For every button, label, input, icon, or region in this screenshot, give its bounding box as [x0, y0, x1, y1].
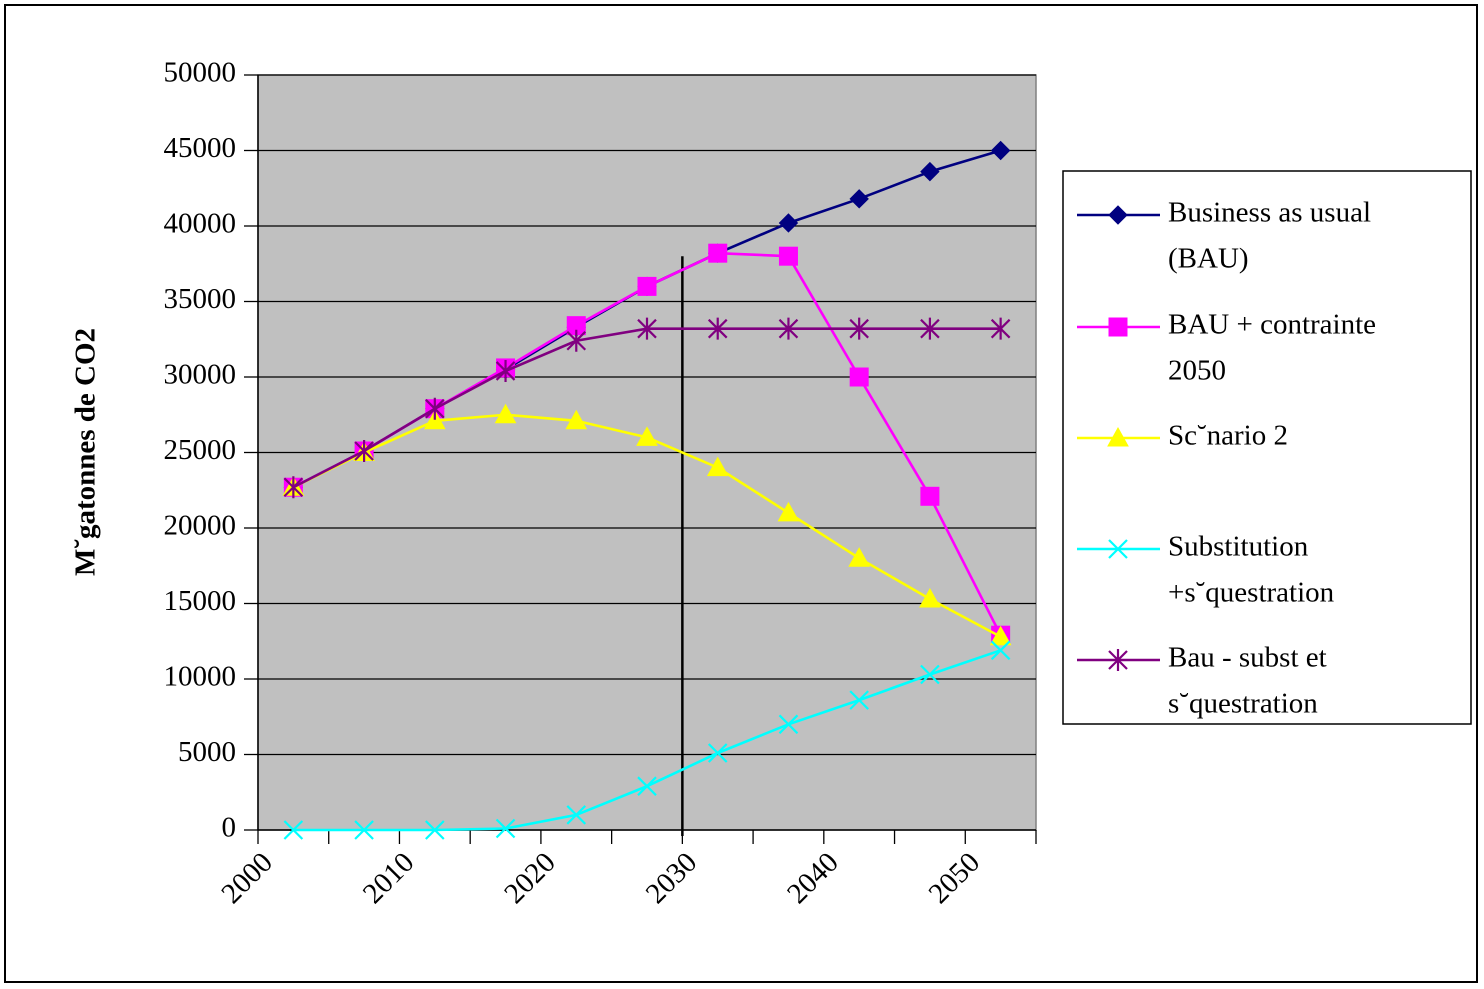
- x-tick-label: 2020: [498, 846, 562, 910]
- data-point: [283, 820, 304, 840]
- data-point: [636, 426, 658, 446]
- data-point: [495, 818, 516, 839]
- data-point: [283, 476, 304, 499]
- data-point: [989, 625, 1012, 646]
- y-tick-label: 50000: [164, 57, 237, 89]
- legend-label: Sc˘nario 2: [1168, 420, 1288, 452]
- data-point: [707, 317, 728, 340]
- series-4: [283, 640, 1011, 840]
- series-group: [282, 140, 1012, 840]
- legend-swatch-marker: [1108, 317, 1128, 337]
- x-tick-label: 2050: [923, 846, 987, 910]
- data-point: [708, 243, 728, 263]
- legend-box: [1062, 170, 1472, 725]
- legend-swatch-marker: [1107, 426, 1129, 447]
- y-tick-label: 15000: [164, 585, 237, 617]
- data-point: [777, 501, 800, 522]
- legend-item: Substitution +s˘questration: [1077, 531, 1335, 609]
- data-point: [707, 743, 728, 763]
- x-tick-label: 2010: [357, 846, 421, 910]
- data-point: [849, 189, 869, 209]
- data-point: [706, 456, 729, 477]
- y-tick-label: 45000: [164, 132, 237, 164]
- y-axis-label: M˘gatonnes de CO2: [70, 328, 102, 576]
- data-point: [919, 587, 941, 608]
- legend-label: s˘questration: [1168, 688, 1318, 720]
- data-point: [423, 409, 446, 430]
- data-point: [849, 690, 869, 710]
- data-point: [494, 403, 517, 424]
- y-tick-label: 5000: [178, 736, 236, 768]
- data-point: [990, 640, 1011, 661]
- data-point: [565, 409, 588, 430]
- data-point: [566, 329, 587, 352]
- y-tick-label: 25000: [164, 434, 237, 466]
- legend: Business as usual (BAU) BAU + contrainte 20…: [1062, 170, 1472, 725]
- legend-swatch-marker: [1108, 539, 1128, 559]
- data-point: [778, 714, 799, 735]
- legend-swatch-marker: [1108, 649, 1128, 671]
- data-point: [849, 317, 869, 340]
- data-point: [778, 246, 798, 266]
- data-point: [637, 317, 657, 340]
- data-point: [425, 397, 445, 420]
- data-point: [920, 486, 940, 506]
- data-point: [354, 439, 374, 462]
- legend-label: BAU + contrainte: [1168, 309, 1376, 341]
- data-point: [920, 317, 940, 340]
- y-tick-label: 35000: [164, 283, 237, 315]
- legend-label: 2050: [1168, 355, 1226, 387]
- legend-label: Substitution: [1168, 531, 1309, 563]
- data-point: [920, 161, 940, 182]
- gridlines: [258, 74, 1036, 756]
- y-tick-label: 20000: [164, 510, 237, 542]
- legend-item: Business as usual (BAU): [1077, 197, 1371, 275]
- data-point: [354, 820, 374, 840]
- legend-swatch-marker: [1108, 205, 1128, 225]
- data-point: [495, 359, 516, 382]
- y-tick-label: 30000: [164, 359, 237, 391]
- data-point: [990, 317, 1011, 340]
- data-point: [566, 805, 587, 825]
- legend-label: +s˘questration: [1168, 577, 1335, 609]
- legend-item: Sc˘nario 2: [1077, 420, 1288, 452]
- y-tick-label: 10000: [164, 661, 237, 693]
- x-tick-label: 2000: [215, 846, 279, 910]
- data-point: [637, 276, 657, 296]
- data-point: [778, 317, 799, 340]
- legend-item: Bau - subst et s˘questration: [1077, 642, 1327, 720]
- y-tick-label: 40000: [164, 208, 237, 240]
- data-point: [425, 820, 445, 840]
- y-tick-label: 0: [222, 812, 237, 844]
- legend-item: BAU + contrainte 2050: [1077, 309, 1376, 387]
- data-point: [849, 367, 869, 387]
- legend-label: (BAU): [1168, 243, 1249, 275]
- data-point: [637, 776, 657, 796]
- series-5: [283, 317, 1011, 499]
- data-point: [778, 213, 799, 233]
- data-point: [990, 140, 1011, 161]
- x-tick-label: 2040: [781, 846, 845, 910]
- data-point: [848, 547, 871, 567]
- x-tick-label: 2030: [640, 846, 704, 910]
- legend-label: Bau - subst et: [1168, 642, 1327, 674]
- legend-label: Business as usual: [1168, 197, 1371, 229]
- data-point: [920, 664, 940, 685]
